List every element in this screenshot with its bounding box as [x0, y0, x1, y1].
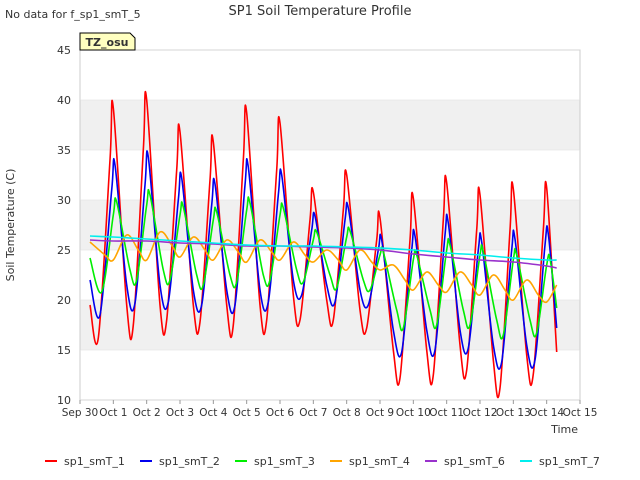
legend: sp1_smT_1 sp1_smT_2 sp1_smT_3 sp1_smT_4 sp1_…	[45, 455, 600, 468]
legend-item-sp1_smT_3: sp1_smT_3	[235, 455, 315, 468]
plot-bands	[80, 100, 580, 350]
y-tick-label: 45	[57, 44, 71, 57]
y-tick-label: 10	[57, 394, 71, 407]
x-tick-label: Sep 30	[62, 407, 99, 419]
x-tick-label: Oct 9	[366, 407, 394, 419]
x-tick-label: Oct 10	[396, 407, 431, 419]
site-badge-label: TZ_osu	[86, 36, 129, 49]
x-tick-label: Oct 5	[233, 407, 261, 419]
x-tick-label: Oct 7	[299, 407, 327, 419]
legend-item-sp1_smT_6: sp1_smT_6	[425, 455, 505, 468]
x-tick-label: Oct 12	[463, 407, 498, 419]
x-tick-label: Oct 11	[429, 407, 464, 419]
y-tick-label: 35	[57, 144, 71, 157]
y-tick-label: 25	[57, 244, 71, 257]
no-data-note: No data for f_sp1_smT_5	[5, 8, 141, 21]
y-tick-label: 20	[57, 294, 71, 307]
series-line-sp1_smT_3	[89, 188, 558, 340]
plot-band	[80, 100, 580, 150]
x-tick-label: Oct 6	[266, 407, 294, 419]
site-badge: TZ_osu	[79, 32, 136, 51]
series-line-sp1_smT_4	[89, 230, 558, 304]
legend-item-sp1_smT_7: sp1_smT_7	[520, 455, 600, 468]
y-tick-label: 40	[57, 94, 71, 107]
legend-label: sp1_smT_3	[254, 455, 315, 468]
legend-item-sp1_smT_2: sp1_smT_2	[140, 455, 220, 468]
legend-label: sp1_smT_7	[539, 455, 600, 468]
x-tick-label: Oct 14	[529, 407, 564, 419]
x-tick-label: Oct 8	[333, 407, 361, 419]
legend-label: sp1_smT_1	[64, 455, 125, 468]
series-line-sp1_smT_2	[89, 150, 558, 370]
series-line-sp1_smT_6	[89, 239, 557, 269]
chart-title: SP1 Soil Temperature Profile	[229, 4, 412, 19]
legend-label: sp1_smT_4	[349, 455, 410, 468]
x-tick-label: Oct 4	[199, 407, 227, 419]
x-tick-label: Oct 3	[166, 407, 194, 419]
legend-label: sp1_smT_6	[444, 455, 505, 468]
x-axis-label: Time	[550, 423, 578, 436]
series-lines	[89, 91, 558, 399]
x-tick-label: Oct 1	[99, 407, 127, 419]
series-line-sp1_smT_7	[89, 235, 557, 261]
x-axis: Sep 30 Oct 1 Oct 2 Oct 3 Oct 4 Oct 5 Oct 6 Oct …	[62, 400, 598, 419]
y-axis-label: Soil Temperature (C)	[4, 169, 17, 282]
y-tick-label: 15	[57, 344, 71, 357]
series-line-sp1_smT_1	[89, 91, 558, 399]
y-tick-label: 30	[57, 194, 71, 207]
site-badge-box	[79, 32, 136, 51]
x-tick-label: Oct 2	[133, 407, 161, 419]
y-axis: 10 15 20 25 30 35 40 45	[57, 44, 580, 407]
x-tick-label: Oct 15	[563, 407, 598, 419]
legend-item-sp1_smT_4: sp1_smT_4	[330, 455, 410, 468]
x-tick-label: Oct 13	[496, 407, 531, 419]
legend-item-sp1_smT_1: sp1_smT_1	[45, 455, 125, 468]
legend-label: sp1_smT_2	[159, 455, 220, 468]
